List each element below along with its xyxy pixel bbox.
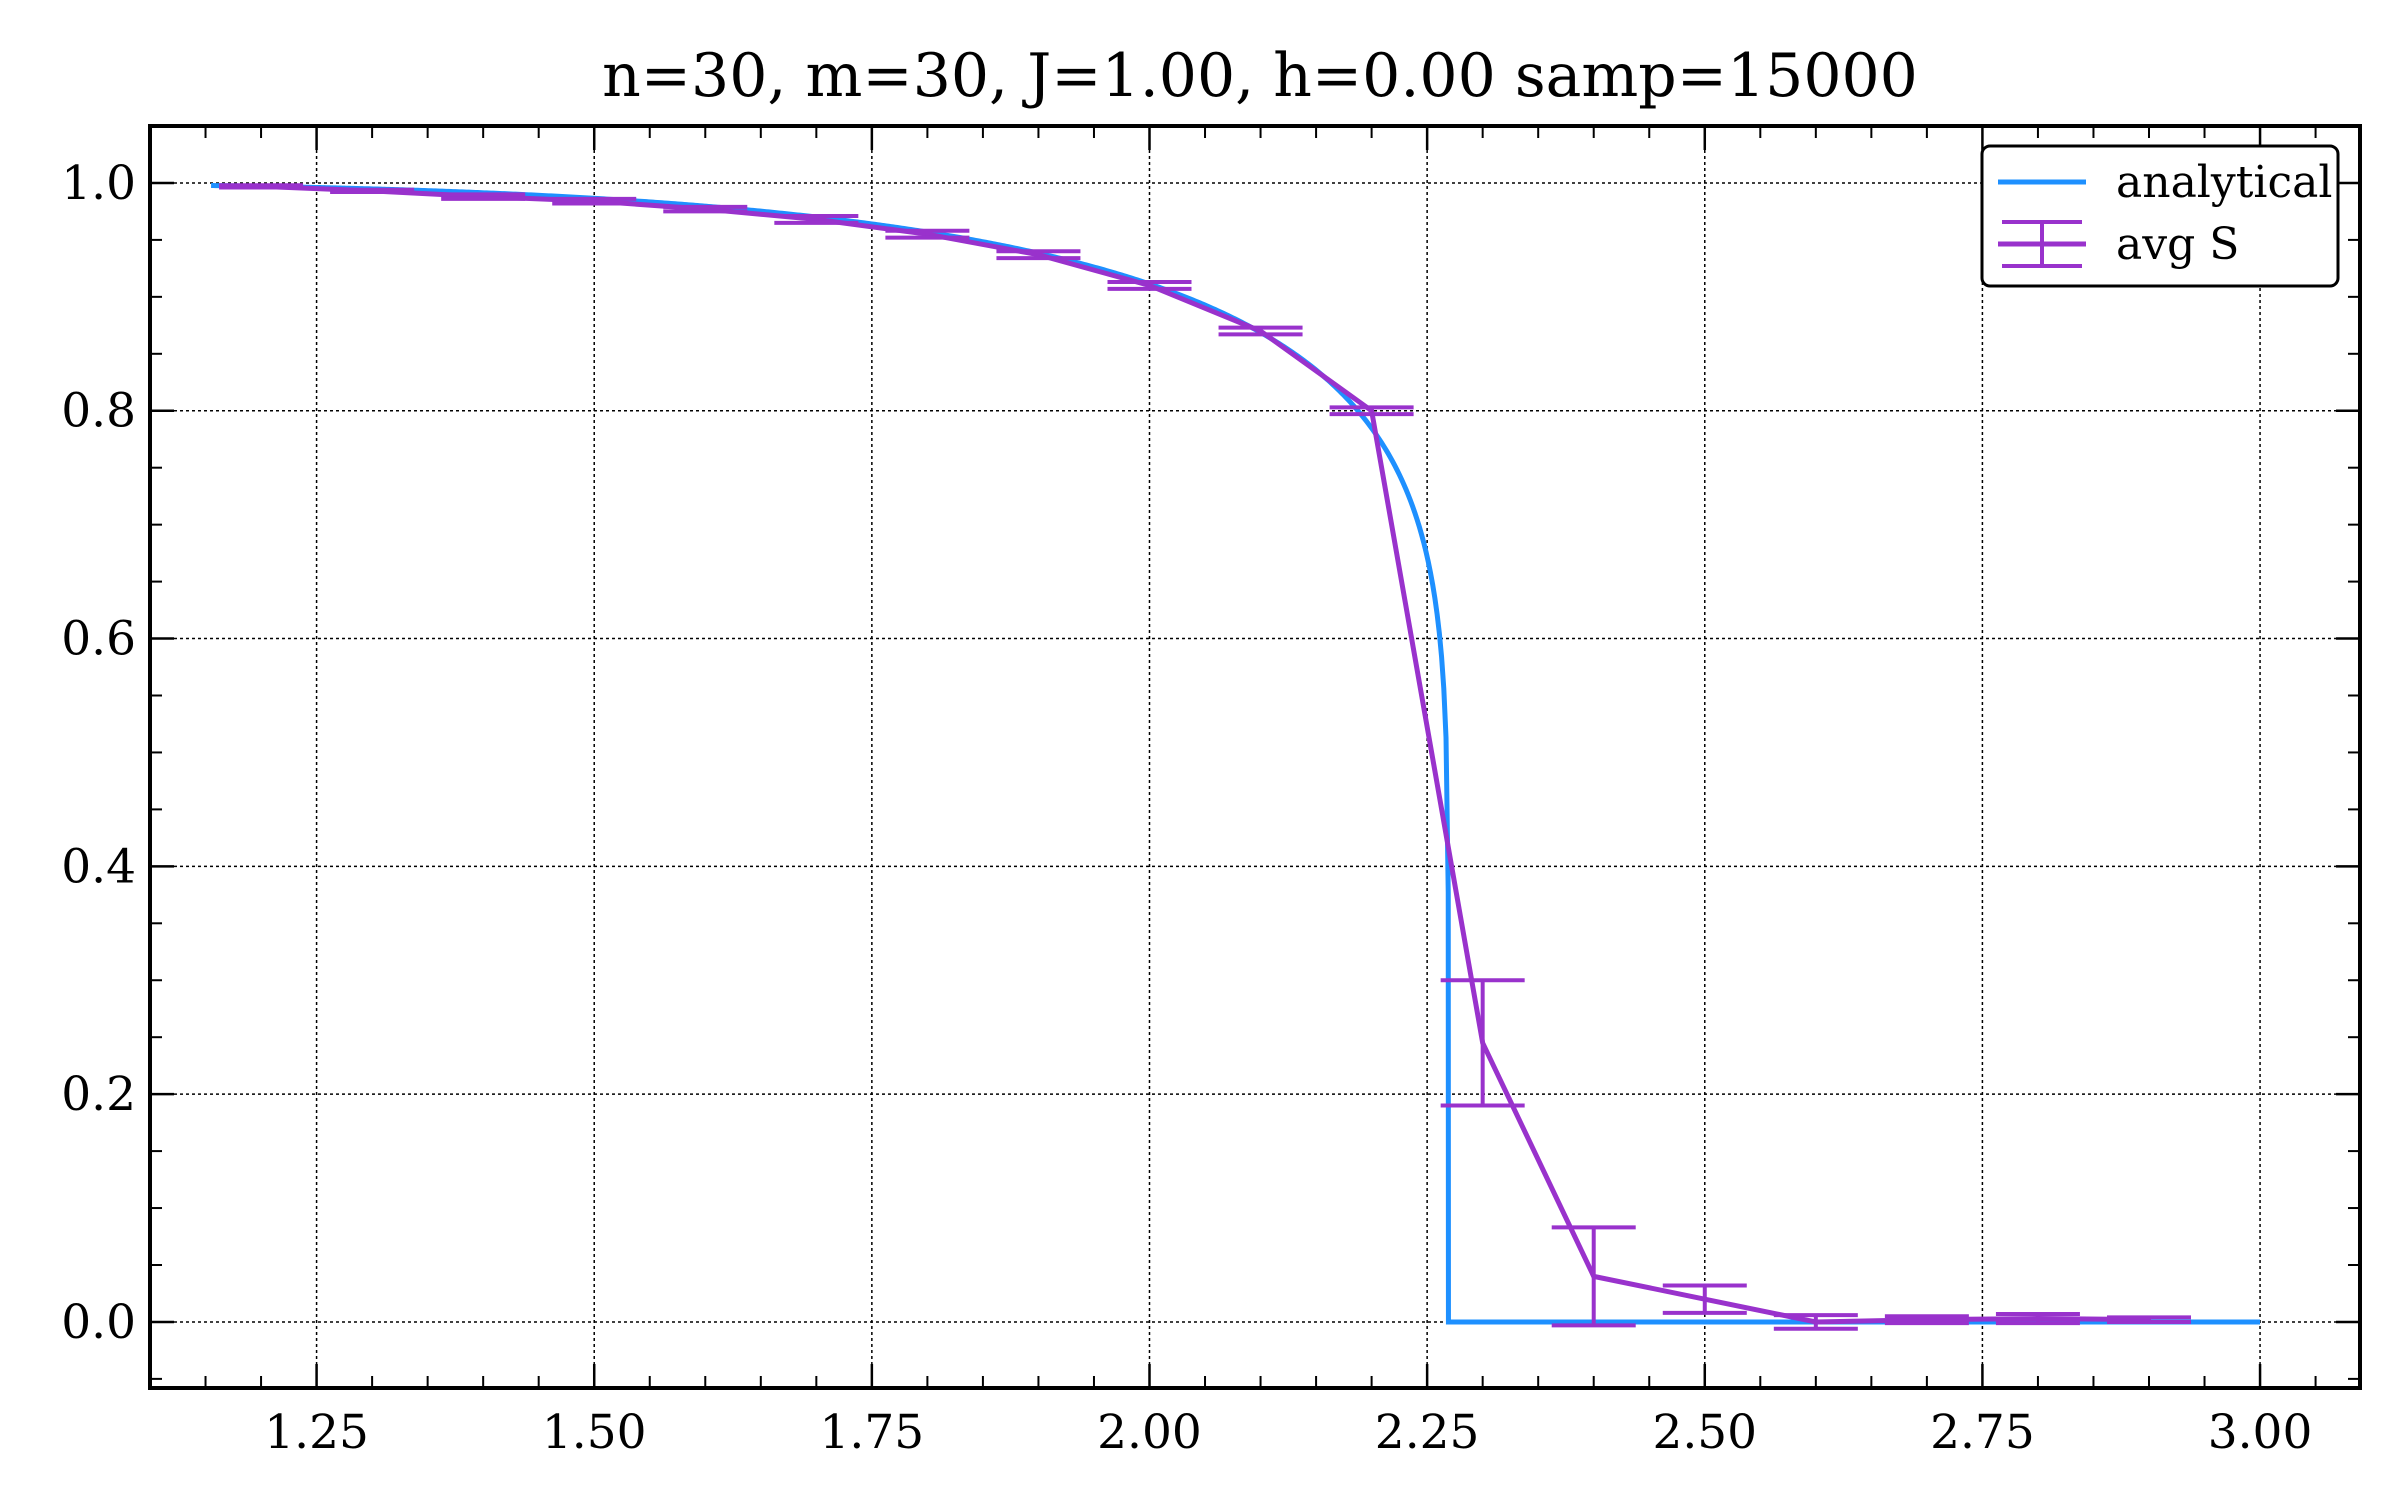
avg-s-errorbar [1440, 978, 1525, 1108]
avg-s-errorbar [885, 228, 970, 240]
x-tick-label: 2.25 [1375, 1405, 1480, 1460]
avg-s-errorbar [441, 192, 526, 201]
x-tick-label: 2.75 [1930, 1405, 2035, 1460]
chart-title: n=30, m=30, J=1.00, h=0.00 samp=15000 [602, 41, 1918, 111]
avg-s-errorbar [219, 183, 304, 190]
analytical-line [211, 183, 2261, 1325]
legend-avg-s-label: avg S [2116, 219, 2239, 270]
avg-s-line [260, 183, 2150, 1325]
y-tick-label: 0.0 [61, 1295, 136, 1350]
avg-s-errorbar [1662, 1283, 1747, 1315]
avg-s-errorbar [1551, 1225, 1636, 1328]
avg-s-errorbar [2106, 1315, 2191, 1324]
y-tick-label: 0.6 [61, 612, 136, 667]
avg-s-errorbar [1218, 325, 1303, 337]
y-tick-label: 0.2 [61, 1067, 136, 1122]
avg-s-errorbar [330, 187, 415, 195]
avg-s-series-layer [219, 183, 2191, 1331]
x-axis: 1.25 1.50 1.75 2.00 2.25 2.50 2.75 3.00 [204, 126, 2317, 1460]
avg-s-errorbar [774, 213, 859, 225]
y-tick-label: 0.4 [61, 839, 136, 894]
avg-s-errorbar [1884, 1314, 1969, 1326]
y-tick-label: 1.0 [61, 156, 136, 211]
avg-s-errorbar [663, 204, 748, 214]
y-axis: 0.0 0.2 0.4 0.6 0.8 1.0 [61, 156, 2360, 1380]
avg-s-errorbar [996, 249, 1081, 261]
avg-s-errorbar [1773, 1313, 1858, 1331]
analytical-series-layer [211, 183, 2261, 1325]
avg-s-errorbar [552, 196, 637, 206]
x-tick-label: 2.00 [1097, 1405, 1202, 1460]
x-tick-label: 3.00 [2208, 1405, 2313, 1460]
x-tick-label: 1.25 [264, 1405, 369, 1460]
axes-frame-layer [148, 124, 2362, 1390]
axes-frame [148, 124, 2362, 1390]
x-tick-label: 2.50 [1652, 1405, 1757, 1460]
y-tick-label: 0.8 [61, 384, 136, 439]
avg-s-errorbar [1329, 405, 1414, 417]
legend: analytical avg S [1980, 144, 2340, 288]
x-tick-label: 1.75 [820, 1405, 925, 1460]
avg-s-errorbar [1995, 1311, 2080, 1326]
avg-s-errorbar [1107, 280, 1192, 291]
grid-layer [150, 126, 2360, 1388]
legend-analytical-label: analytical [2116, 157, 2332, 208]
legend-avg-s-swatch [1998, 220, 2086, 268]
x-tick-label: 1.50 [542, 1405, 647, 1460]
